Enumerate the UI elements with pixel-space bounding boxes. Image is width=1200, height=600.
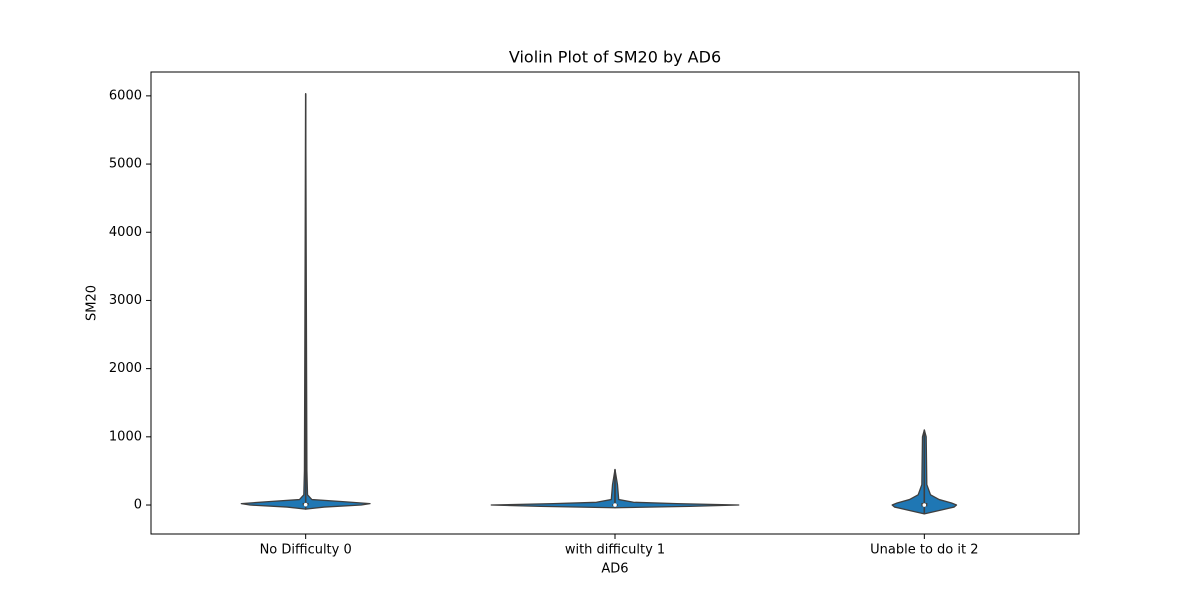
median: [922, 503, 927, 507]
y-tick-label: 1000: [109, 429, 142, 444]
violin-half: [490, 468, 616, 509]
y-tick-label: 4000: [109, 225, 142, 240]
x-tick-label: Unable to do it 2: [870, 543, 978, 558]
median: [303, 502, 308, 507]
y-axis-label: SM20: [85, 285, 100, 321]
median: [613, 503, 617, 507]
x-tick-label: No Difficulty 0: [260, 543, 352, 558]
y-tick-label: 2000: [109, 361, 142, 376]
violin-half: [891, 429, 925, 515]
y-tick-label: 0: [134, 498, 142, 513]
y-tick-label: 5000: [109, 157, 142, 172]
x-axis-label: AD6: [601, 562, 628, 577]
violin-half: [923, 429, 958, 515]
chart-title: Violin Plot of SM20 by AD6: [509, 48, 721, 67]
y-tick-label: 3000: [109, 293, 142, 308]
violin-half: [614, 468, 740, 509]
plot-frame: [150, 71, 1080, 535]
x-tick-label: with difficulty 1: [565, 543, 665, 558]
y-tick-label: 6000: [109, 88, 142, 103]
